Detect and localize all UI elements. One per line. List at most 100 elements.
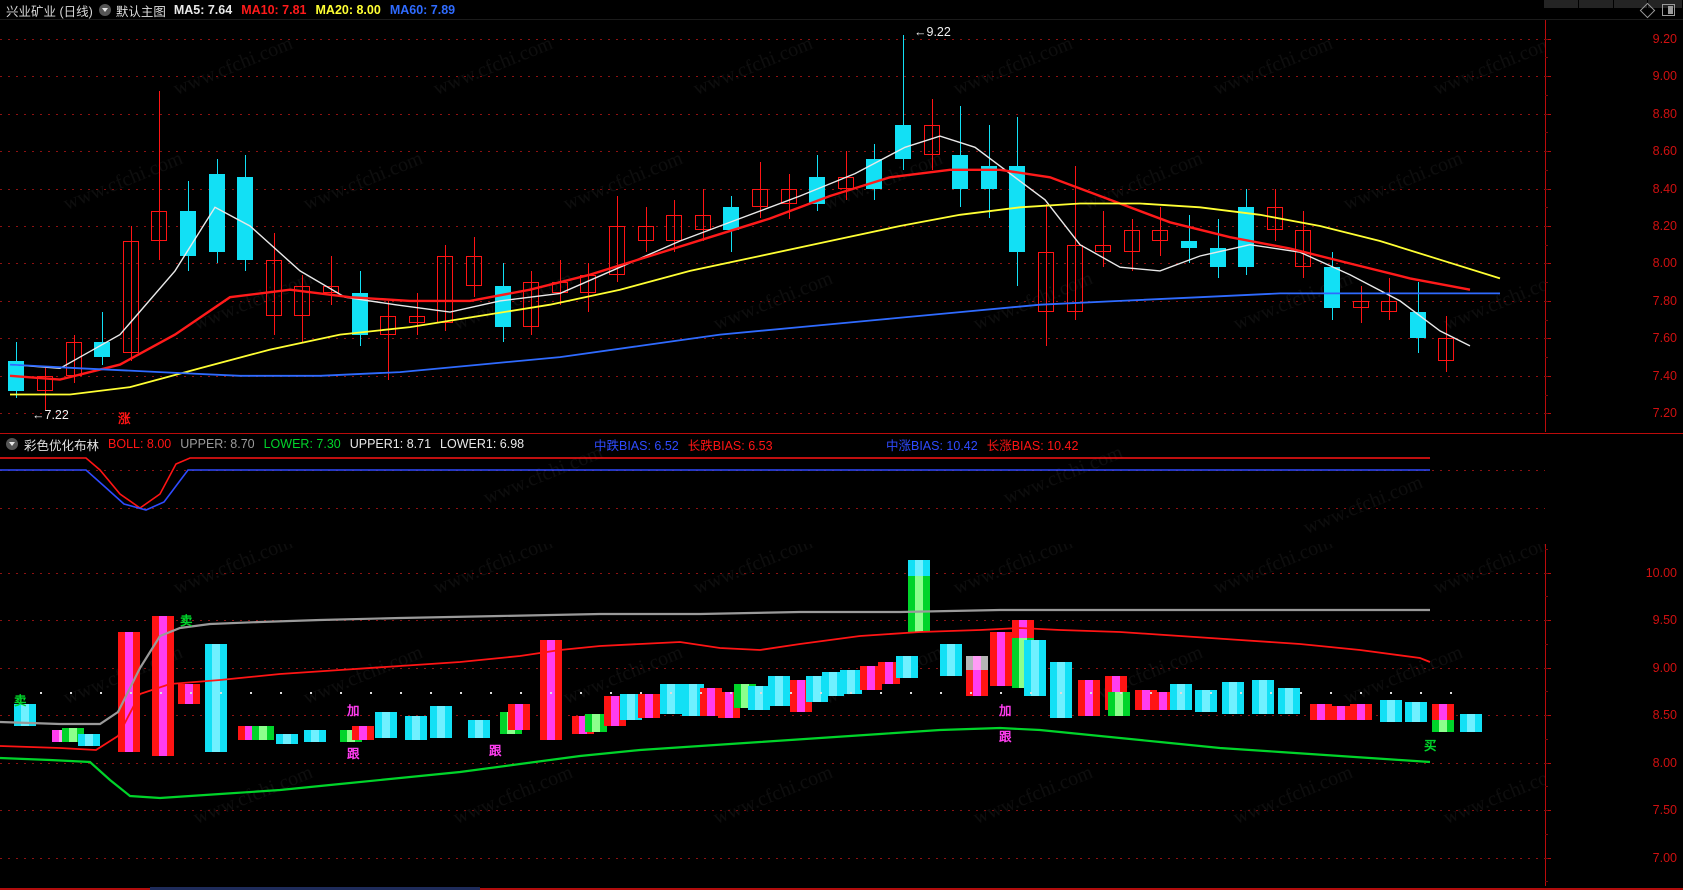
main-chart-label[interactable]: 默认主图 — [115, 4, 166, 19]
indicator-bar-core — [1467, 714, 1475, 732]
axis-minor-tick — [1545, 76, 1548, 77]
candlestick[interactable] — [1238, 20, 1255, 432]
indicator-bar-core — [1387, 700, 1395, 722]
boll-plot-area[interactable]: www.cfchi.com www.cfchi.com www.cfchi.com — [0, 434, 1545, 544]
candlestick[interactable] — [1409, 20, 1426, 432]
candle-wick — [1389, 278, 1391, 320]
candlestick[interactable] — [465, 20, 482, 432]
candlestick[interactable] — [322, 20, 339, 432]
indicator-bar — [1195, 690, 1217, 712]
candlestick[interactable] — [637, 20, 654, 432]
candle-wick — [845, 151, 847, 200]
candle-wick — [73, 334, 75, 384]
candlestick[interactable] — [1180, 20, 1197, 432]
diamond-icon[interactable] — [1639, 2, 1656, 18]
candle-wick — [1131, 218, 1133, 271]
candlestick[interactable] — [1009, 20, 1026, 432]
candlestick[interactable] — [208, 20, 225, 432]
axis-minor-tick — [1545, 549, 1548, 550]
sub-indicator-panel: www.cfchi.com www.cfchi.com www.cfchi.com w… — [0, 544, 1683, 886]
candlestick[interactable] — [94, 20, 111, 432]
indicator-bar-core — [1057, 662, 1065, 718]
axis-minor-tick — [1545, 39, 1548, 40]
candle-wick — [702, 188, 704, 241]
candlestick[interactable] — [1381, 20, 1398, 432]
chevron-down-icon[interactable] — [6, 438, 18, 450]
candlestick[interactable] — [1438, 20, 1455, 432]
tick-dot — [250, 692, 252, 694]
upper1-value: UPPER1: 8.71 — [349, 437, 432, 451]
toolbar-seg[interactable] — [1578, 0, 1614, 8]
candlestick[interactable] — [523, 20, 540, 432]
candlestick[interactable] — [437, 20, 454, 432]
tick-dot — [1210, 692, 1212, 694]
indicator-bar — [768, 676, 790, 706]
indicator-bar-core — [1159, 692, 1167, 710]
panel-layout-icon[interactable] — [1662, 4, 1675, 16]
main-plot-area[interactable]: www.cfchi.com www.cfchi.com www.cfchi.com w… — [0, 20, 1545, 432]
candlestick[interactable] — [1037, 20, 1054, 432]
toolbar-seg[interactable] — [1544, 0, 1579, 8]
indicator-bar — [860, 666, 882, 690]
chevron-down-icon[interactable] — [98, 4, 111, 16]
candle-body — [1180, 240, 1197, 249]
sub-plot-area[interactable]: www.cfchi.com www.cfchi.com www.cfchi.com w… — [0, 544, 1545, 886]
candlestick[interactable] — [1323, 20, 1340, 432]
gridline — [0, 763, 1545, 764]
candlestick[interactable] — [351, 20, 368, 432]
candlestick[interactable] — [694, 20, 711, 432]
ma60-value: MA60: 7.89 — [389, 3, 456, 17]
candlestick[interactable] — [1352, 20, 1369, 432]
indicator-bar-core — [741, 684, 749, 708]
indicator-bar — [508, 704, 530, 730]
upper-value: UPPER: 8.70 — [180, 437, 255, 451]
axis-tick-label: 8.20 — [1652, 219, 1677, 233]
candlestick[interactable] — [151, 20, 168, 432]
candlestick[interactable] — [809, 20, 826, 432]
candle-wick — [1303, 211, 1305, 279]
candle-body — [36, 375, 53, 391]
candlestick[interactable] — [608, 20, 625, 432]
candlestick[interactable] — [408, 20, 425, 432]
candlestick[interactable] — [122, 20, 139, 432]
candlestick[interactable] — [923, 20, 940, 432]
candlestick[interactable] — [36, 20, 53, 432]
candlestick[interactable] — [1123, 20, 1140, 432]
indicator-name-label[interactable]: 彩色优化布林 — [24, 438, 100, 453]
indicator-bar-core — [1177, 684, 1185, 710]
buy-marker-1: 买 — [1424, 739, 1437, 753]
bias-long-down-line — [0, 457, 1430, 509]
tick-dot — [610, 692, 612, 694]
indicator-bar-core — [725, 692, 733, 718]
tick-dot — [550, 692, 552, 694]
candle-wick — [445, 244, 447, 331]
candle-wick — [1160, 207, 1162, 256]
mid-band-line — [0, 627, 1431, 751]
horizontal-scrollbar[interactable] — [150, 887, 480, 890]
tick-dot — [100, 692, 102, 694]
candlestick[interactable] — [294, 20, 311, 432]
indicator-bar — [585, 714, 607, 732]
gridline — [0, 189, 1545, 190]
candlestick[interactable] — [952, 20, 969, 432]
candlestick[interactable] — [1095, 20, 1112, 432]
candlestick[interactable] — [780, 20, 797, 432]
indicator-bar — [878, 662, 900, 684]
axis-minor-tick — [1545, 596, 1548, 597]
candlestick[interactable] — [265, 20, 282, 432]
candlestick[interactable] — [380, 20, 397, 432]
candlestick[interactable] — [666, 20, 683, 432]
axis-minor-tick — [1545, 226, 1548, 227]
candlestick[interactable] — [1066, 20, 1083, 432]
indicator-bar-core — [475, 720, 483, 738]
candlestick[interactable] — [980, 20, 997, 432]
candlestick[interactable] — [751, 20, 768, 432]
bottom-rule — [0, 888, 1683, 890]
toolbar-seg[interactable] — [1613, 0, 1649, 8]
candlestick[interactable] — [723, 20, 740, 432]
candlestick[interactable] — [1152, 20, 1169, 432]
candlestick[interactable] — [1295, 20, 1312, 432]
indicator-bar — [748, 686, 770, 710]
candlestick[interactable] — [237, 20, 254, 432]
tick-dot — [70, 692, 72, 694]
